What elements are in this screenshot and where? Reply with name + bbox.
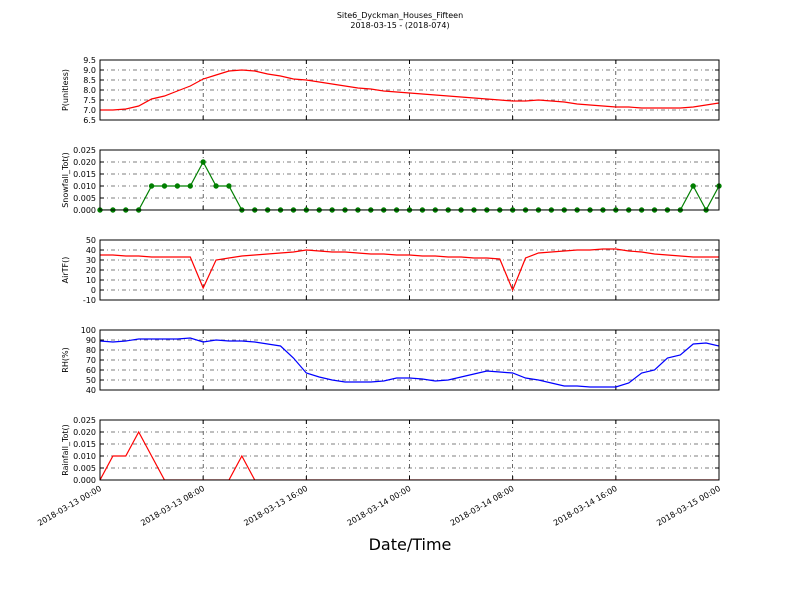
- y-tick-label: 0.025: [73, 416, 96, 425]
- y-axis-label: AirTF(): [61, 257, 70, 284]
- y-tick-label: 60: [86, 366, 96, 375]
- y-tick-label: 20: [86, 266, 96, 275]
- y-tick-label: 90: [86, 336, 96, 345]
- y-axis-label: RH(%): [61, 347, 70, 372]
- y-tick-label: 6.5: [83, 116, 96, 125]
- data-line: [100, 69, 719, 111]
- x-tick-label: 2018-03-14 08:00: [449, 484, 516, 528]
- data-line: [100, 248, 719, 292]
- panel-frame: [99, 329, 720, 391]
- x-axis-label: Date/Time: [369, 535, 452, 554]
- y-tick-label: 100: [81, 326, 96, 335]
- y-tick-label: 8.5: [83, 76, 96, 85]
- data-point: [161, 183, 168, 189]
- data-point: [213, 183, 219, 189]
- y-tick-label: 0.015: [73, 440, 96, 449]
- data-point: [148, 183, 155, 189]
- y-tick-label: 0.020: [73, 428, 96, 437]
- y-tick-label: 0.010: [73, 182, 96, 191]
- panel-frame: [99, 239, 720, 301]
- data-point: [174, 183, 181, 189]
- data-point: [226, 183, 232, 189]
- data-point: [187, 183, 193, 189]
- y-tick-label: 40: [86, 386, 96, 395]
- y-tick-label: 0.015: [73, 170, 96, 179]
- data-point: [200, 159, 206, 165]
- y-tick-label: 0.010: [73, 452, 96, 461]
- x-tick-label: 2018-03-13 00:00: [36, 484, 103, 528]
- data-line: [100, 337, 719, 388]
- y-tick-label: 9.5: [83, 56, 96, 65]
- y-tick-label: 0.005: [73, 194, 96, 203]
- panel-frame: [99, 149, 720, 211]
- panel-frame: [99, 59, 720, 121]
- data-point: [690, 183, 696, 189]
- panel-frame: [99, 419, 720, 481]
- y-tick-label: 50: [86, 236, 96, 245]
- x-tick-label: 2018-03-15 00:00: [655, 484, 722, 528]
- y-tick-label: 0.005: [73, 464, 96, 473]
- y-tick-label: 0.000: [73, 476, 96, 485]
- y-axis-label: Snowfall_Tot(): [61, 152, 70, 208]
- y-tick-label: 0.020: [73, 158, 96, 167]
- y-tick-label: 80: [86, 346, 96, 355]
- y-tick-label: 7.0: [83, 106, 96, 115]
- x-tick-label: 2018-03-13 08:00: [139, 484, 206, 528]
- y-axis-label: Rainfall_Tot(): [61, 424, 70, 476]
- y-tick-label: 50: [86, 376, 96, 385]
- y-tick-label: 0.025: [73, 146, 96, 155]
- y-tick-label: 40: [86, 246, 96, 255]
- y-tick-label: 7.5: [83, 96, 96, 105]
- y-tick-label: -10: [83, 296, 96, 305]
- y-tick-label: 30: [86, 256, 96, 265]
- x-tick-label: 2018-03-13 16:00: [242, 484, 309, 528]
- y-tick-label: 0.000: [73, 206, 96, 215]
- x-tick-label: 2018-03-14 16:00: [552, 484, 619, 528]
- y-tick-label: 10: [86, 276, 96, 285]
- y-tick-label: 0: [91, 286, 96, 295]
- chart-subtitle: 2018-03-15 - (2018-074): [350, 21, 449, 30]
- y-axis-label: P(unitless): [61, 69, 70, 111]
- y-tick-label: 9.0: [83, 66, 96, 75]
- y-tick-label: 8.0: [83, 86, 96, 95]
- x-tick-label: 2018-03-14 00:00: [346, 484, 413, 528]
- chart-title: Site6_Dyckman_Houses_Fifteen: [337, 11, 463, 20]
- y-tick-label: 70: [86, 356, 96, 365]
